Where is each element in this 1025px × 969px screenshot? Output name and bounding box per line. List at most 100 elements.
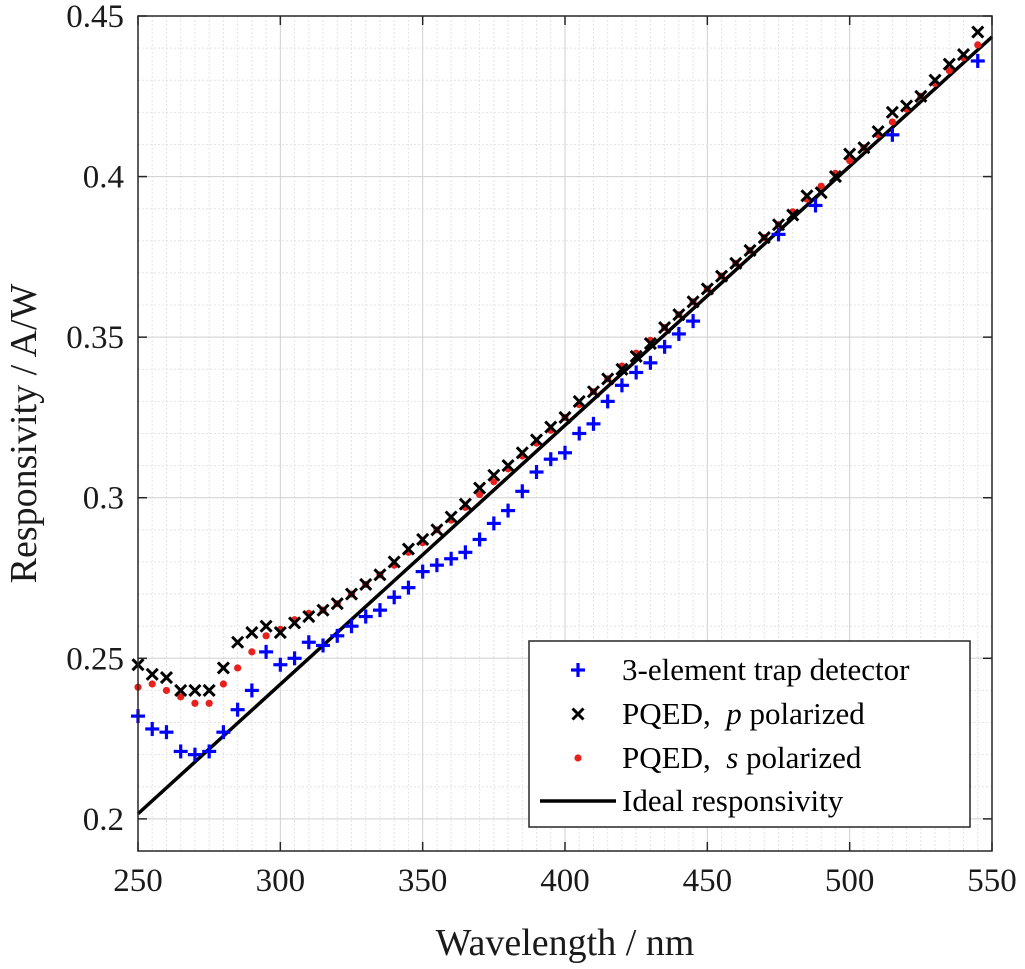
pqed-p-point-b [544, 420, 558, 434]
pqed-p-point [302, 609, 316, 624]
pqed-p-point-b [928, 73, 942, 87]
trap-detector-point [970, 53, 985, 68]
pqed-p-point [330, 597, 344, 611]
pqed-p-point [544, 420, 558, 434]
trap-detector-point [216, 725, 231, 740]
y-tick-label: 0.4 [83, 160, 124, 196]
pqed-p-point-b [487, 468, 501, 482]
pqed-s-point [945, 66, 953, 75]
pqed-p-point [174, 683, 188, 697]
pqed-p-point-b [316, 603, 330, 617]
legend: 3-element trap detector PQED, p polarized… [528, 640, 971, 828]
trap-detector-point [287, 651, 302, 666]
pqed-p-point-b [771, 218, 786, 232]
pqed-p-point [942, 57, 956, 71]
x-tick-label: 250 [113, 863, 163, 899]
pqed-p-point [188, 683, 202, 697]
pqed-p-point [586, 385, 601, 399]
pqed-p-point [786, 208, 800, 222]
x-tick-label: 350 [398, 863, 448, 899]
pqed-p-point-b [757, 231, 771, 245]
trap-detector-point [586, 416, 601, 431]
pqed-p-point-b [615, 362, 629, 376]
pqed-s-point [234, 664, 242, 672]
legend-box [528, 640, 971, 828]
legend-label: Ideal responsivity [622, 783, 844, 818]
trap-detector-point [600, 394, 615, 409]
pqed-p-point-b [245, 626, 259, 640]
legend-label: 3-element trap detector [622, 652, 910, 687]
trap-detector-point [401, 580, 416, 595]
pqed-p-point-b [814, 186, 828, 200]
pqed-p-point [430, 523, 444, 537]
pqed-p-point-b [344, 587, 359, 601]
y-tick-label: 0.3 [83, 481, 124, 517]
trap-detector-point [358, 609, 373, 624]
pqed-p-point-b [330, 597, 344, 611]
trap-detector-point [259, 644, 274, 659]
pqed-p-point-b [202, 683, 216, 697]
pqed-p-point-b [387, 555, 401, 569]
pqed-p-point-b [430, 523, 444, 537]
pqed-p-point-b [416, 532, 430, 547]
pqed-p-point [202, 683, 216, 697]
pqed-p-point-b [786, 208, 800, 222]
pqed-p-point-b [672, 308, 686, 322]
pqed-p-point [715, 269, 729, 283]
pqed-p-point [814, 186, 828, 200]
pqed-s-point [490, 478, 498, 486]
pqed-p-point [259, 619, 273, 633]
trap-detector-point [543, 452, 558, 467]
pqed-p-point [558, 410, 572, 425]
pqed-p-point-b [529, 433, 544, 447]
legend-label: PQED, s polarized [622, 740, 862, 775]
pqed-p-point-b [259, 619, 273, 633]
pqed-p-point-b [956, 47, 971, 62]
trap-detector-point [501, 503, 516, 518]
trap-detector-point [614, 378, 629, 393]
legend-label: PQED, p polarized [622, 696, 865, 731]
pqed-p-point [572, 394, 586, 408]
trap-detector-point [686, 314, 701, 329]
pqed-p-point [387, 555, 401, 569]
pqed-s-point [162, 686, 171, 695]
trap-detector-point [273, 657, 288, 672]
trap-detector-point [671, 326, 686, 341]
pqed-p-point [843, 147, 857, 161]
trap-detector-point [202, 744, 217, 759]
legend-marker-pqed-p [571, 707, 585, 721]
pqed-p-point [344, 587, 359, 601]
pqed-p-point-b [401, 542, 415, 556]
x-tick-label: 400 [540, 863, 590, 899]
pqed-p-point [216, 661, 230, 675]
pqed-p-point-b [885, 105, 899, 119]
pqed-s-point [974, 41, 982, 49]
pqed-s-point [148, 680, 156, 688]
pqed-p-point-b [700, 282, 714, 296]
pqed-p-point-b [743, 243, 757, 258]
pqed-p-point-b [288, 616, 302, 630]
pqed-p-point-b [686, 295, 700, 309]
pqed-p-point [159, 671, 174, 685]
pqed-s-point [817, 182, 825, 190]
x-tick-label: 450 [683, 863, 733, 899]
pqed-p-point [359, 577, 373, 592]
pqed-p-point-b [501, 459, 515, 473]
pqed-p-point-b [458, 497, 472, 511]
pqed-p-point [373, 568, 387, 582]
pqed-p-point [273, 626, 287, 640]
pqed-p-point-b [216, 661, 230, 675]
pqed-s-point [262, 632, 270, 640]
axis-ticks: 250 300 350 400 450 500 550 0.2 0.25 0.3 0.35 0.4 0.… [66, 0, 1017, 899]
trap-detector-point [301, 635, 316, 650]
pqed-p-point-b [828, 170, 842, 184]
pqed-p-point-b [515, 446, 529, 460]
pqed-p-point-b [871, 125, 885, 139]
pqed-p-point [857, 141, 871, 155]
pqed-p-point-b [601, 372, 615, 386]
trap-detector-point [173, 744, 188, 759]
pqed-p-point [686, 295, 700, 309]
pqed-s-point [219, 680, 227, 688]
pqed-p-point [643, 337, 657, 351]
